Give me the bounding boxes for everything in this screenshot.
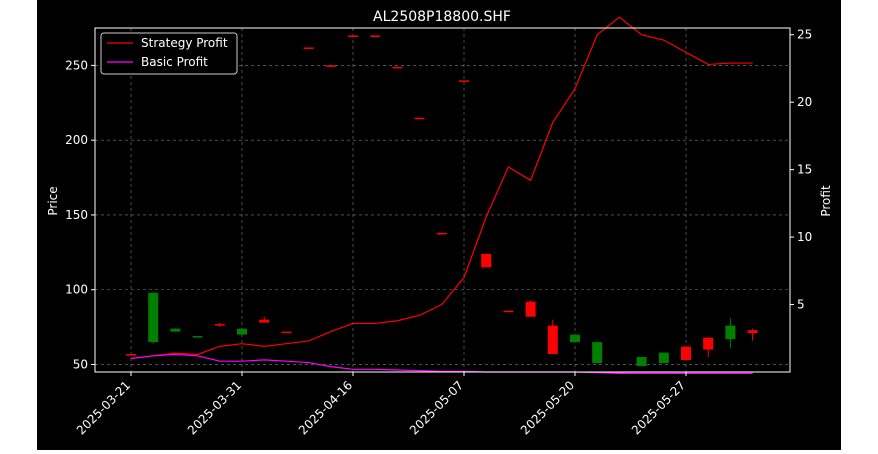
candle-body <box>725 325 736 340</box>
candle-body <box>436 232 447 235</box>
candle-body <box>281 331 292 334</box>
x-tick-label: 2025-03-31 <box>185 378 244 437</box>
chart-figure: AL2508P18800.SHF 50 100 150 200 250 5 10 15 20 25… <box>37 0 841 450</box>
candle-body <box>325 65 336 67</box>
y-axis-label-left: Price <box>46 186 60 215</box>
legend-box <box>100 32 238 75</box>
y-tick-label-left: 50 <box>73 358 88 372</box>
legend-label-basic: Basic Profit <box>141 55 208 69</box>
y-tick-label-left: 100 <box>65 283 88 297</box>
candles <box>126 35 758 374</box>
y-tick-label-left: 250 <box>65 58 88 72</box>
candle-body <box>525 301 536 317</box>
candle-body <box>126 354 136 356</box>
y-axis-label-right: Profit <box>819 185 833 217</box>
grid <box>95 28 790 372</box>
candle-body <box>636 357 647 367</box>
y-tick-label-left: 150 <box>65 208 88 222</box>
candle-body <box>148 292 159 343</box>
candle-body <box>192 336 203 338</box>
candle-body <box>503 310 514 313</box>
x-tick-label: 2025-05-07 <box>407 378 466 437</box>
y-tick-label-left: 200 <box>65 133 88 147</box>
candle-body <box>170 328 181 332</box>
x-tick-label: 2025-05-27 <box>629 378 688 437</box>
candle-body <box>370 35 381 37</box>
candle-body <box>681 346 691 361</box>
candle-body <box>348 35 358 37</box>
basic-profit-line <box>130 353 753 374</box>
x-tick-label: 2025-04-16 <box>296 378 355 437</box>
candle-body <box>392 66 403 69</box>
plot-frame <box>94 27 791 373</box>
candle-body <box>547 325 558 355</box>
legend-label-strategy: Strategy Profit <box>141 36 228 50</box>
candle-body <box>459 80 469 82</box>
axes: 50 100 150 200 250 5 10 15 20 25 2025-03-21 2025-03… <box>65 28 812 438</box>
y-tick-label-right: 25 <box>797 28 812 42</box>
candle-body <box>214 324 225 326</box>
candle-body <box>747 330 758 334</box>
x-tick-label: 2025-05-20 <box>518 378 577 437</box>
candle-body <box>259 319 270 323</box>
profit-lines <box>130 16 753 374</box>
candlestick-chart: AL2508P18800.SHF 50100150200250510152025… <box>46 9 833 438</box>
candle-body <box>414 117 425 120</box>
strategy-profit-line <box>130 16 753 360</box>
candle-body <box>658 352 669 364</box>
candle-body <box>570 334 580 343</box>
y-tick-label-right: 20 <box>797 95 812 109</box>
y-tick-label-right: 15 <box>797 163 812 177</box>
candle-body <box>481 253 492 268</box>
candle-body <box>237 328 247 335</box>
y-tick-label-right: 5 <box>797 298 805 312</box>
y-tick-label-right: 10 <box>797 230 812 244</box>
candle-body <box>592 342 603 364</box>
x-tick-label: 2025-03-21 <box>74 378 133 437</box>
candle-body <box>303 47 314 49</box>
legend: Strategy Profit Basic Profit <box>100 32 238 75</box>
chart-title: AL2508P18800.SHF <box>373 9 511 25</box>
candle-body <box>703 337 714 350</box>
